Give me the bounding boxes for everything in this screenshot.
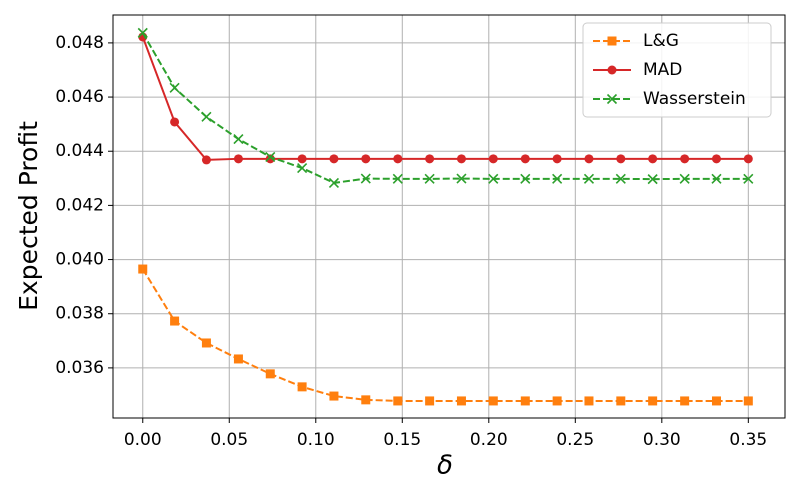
marker xyxy=(616,396,626,406)
marker xyxy=(520,154,530,164)
marker xyxy=(265,151,276,162)
marker xyxy=(456,173,467,184)
y-axis-label: Expected Profit xyxy=(14,121,43,311)
x-tick-label: 0.05 xyxy=(210,430,248,450)
x-tick-label: 0.30 xyxy=(643,430,681,450)
marker xyxy=(170,117,180,127)
legend-label: MAD xyxy=(643,60,682,80)
y-tick-label: 0.046 xyxy=(55,87,104,107)
legend-box xyxy=(582,22,772,118)
marker xyxy=(393,154,403,164)
marker xyxy=(743,154,753,164)
marker xyxy=(360,173,371,184)
marker xyxy=(456,396,466,406)
legend-marker xyxy=(607,36,617,46)
marker xyxy=(329,391,339,401)
marker xyxy=(680,154,690,164)
marker xyxy=(520,396,530,406)
plot-frame xyxy=(112,14,786,419)
marker xyxy=(711,154,721,164)
marker xyxy=(743,396,753,406)
marker xyxy=(616,154,626,164)
x-tick-label: 0.20 xyxy=(470,430,508,450)
legend-marker xyxy=(606,93,618,105)
marker xyxy=(170,316,180,326)
x-tick-label: 0.35 xyxy=(729,430,767,450)
marker xyxy=(648,154,658,164)
marker xyxy=(425,154,435,164)
marker xyxy=(488,173,499,184)
y-tick-label: 0.048 xyxy=(55,33,104,53)
legend-marker xyxy=(607,65,617,75)
marker xyxy=(680,396,690,406)
marker xyxy=(456,154,466,164)
y-tick-label: 0.040 xyxy=(55,250,104,270)
marker xyxy=(552,154,562,164)
marker xyxy=(137,27,148,38)
marker xyxy=(233,354,243,364)
marker xyxy=(584,154,594,164)
marker xyxy=(361,395,371,405)
marker xyxy=(361,154,371,164)
y-tick-label: 0.036 xyxy=(55,358,104,378)
marker xyxy=(393,396,403,406)
marker xyxy=(233,133,244,145)
x-tick-label: 0.10 xyxy=(297,430,335,450)
marker xyxy=(488,396,498,406)
marker xyxy=(520,173,531,184)
marker xyxy=(583,173,595,184)
series-line xyxy=(141,268,749,402)
marker xyxy=(711,396,721,406)
x-tick-label: 0.15 xyxy=(383,430,421,450)
marker xyxy=(648,396,658,406)
marker xyxy=(424,173,435,184)
x-axis-label: δ xyxy=(437,451,453,481)
marker xyxy=(265,369,275,379)
legend-label: Wasserstein xyxy=(643,89,746,109)
y-tick-label: 0.038 xyxy=(55,304,104,324)
marker xyxy=(169,82,180,93)
marker xyxy=(711,173,722,184)
marker xyxy=(201,155,211,165)
marker xyxy=(488,154,498,164)
marker xyxy=(201,338,211,348)
y-tick-label: 0.044 xyxy=(55,141,104,161)
x-tick-label: 0.00 xyxy=(124,430,162,450)
marker xyxy=(138,264,148,274)
marker xyxy=(615,173,626,184)
legend-label: L&G xyxy=(643,31,679,51)
marker xyxy=(233,154,243,164)
marker xyxy=(552,173,563,184)
marker xyxy=(584,396,594,406)
marker xyxy=(329,154,339,164)
marker xyxy=(201,111,212,122)
marker xyxy=(328,177,340,188)
marker xyxy=(265,154,275,164)
marker xyxy=(297,162,308,174)
x-tick-label: 0.25 xyxy=(556,430,594,450)
series-line xyxy=(141,32,749,184)
series-line xyxy=(141,36,749,161)
y-tick-label: 0.042 xyxy=(55,195,104,215)
marker xyxy=(679,173,690,184)
marker xyxy=(392,173,403,184)
marker xyxy=(297,154,307,164)
marker xyxy=(647,174,658,185)
marker xyxy=(552,396,562,406)
marker xyxy=(425,396,435,406)
marker xyxy=(743,173,754,184)
marker xyxy=(297,382,307,392)
